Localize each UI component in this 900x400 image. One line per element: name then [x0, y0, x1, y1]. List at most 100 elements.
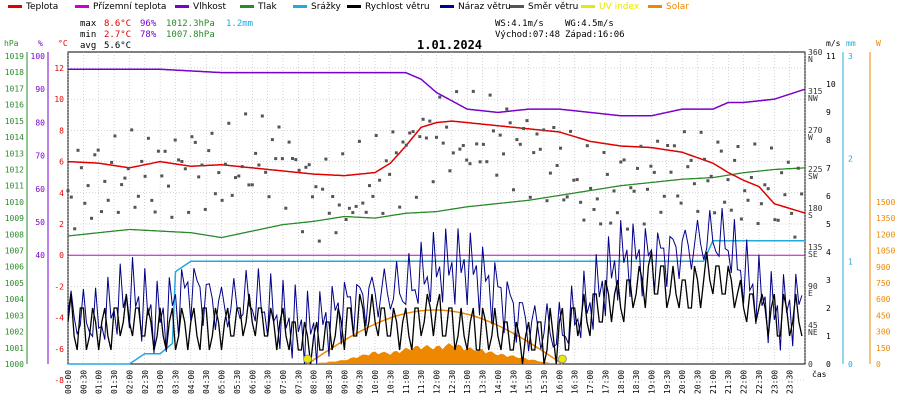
wind-dir-point — [120, 183, 124, 187]
legend-swatch — [510, 5, 524, 8]
wind-dir-point — [183, 167, 187, 171]
series-wind-gust — [67, 207, 803, 365]
wind-dir-point — [599, 222, 603, 226]
wind-dir-point — [505, 107, 509, 111]
x-tick: 19:00 — [647, 370, 656, 394]
series-pressure — [67, 167, 805, 239]
wind-dir-point — [592, 208, 596, 211]
temperature-tick: 4 — [59, 189, 64, 198]
wind-dir-point — [398, 205, 402, 209]
wind-dir-point — [770, 146, 773, 150]
temperature-tick: 12 — [54, 64, 64, 73]
wind-speed-tick: 4 — [826, 248, 831, 257]
wind-speed-axis-label: m/s — [826, 39, 841, 48]
wind-dir-point — [254, 151, 258, 155]
x-tick: 06:30 — [264, 370, 273, 394]
pressure-tick: 1006 — [5, 263, 24, 272]
legend-swatch — [75, 5, 89, 8]
wind-dir-point — [337, 203, 341, 207]
wind-dir-point — [709, 174, 713, 178]
wind-dir-point — [317, 239, 321, 243]
humidity-tick: 80 — [35, 118, 45, 127]
wind-dir-point — [66, 189, 70, 193]
wind-speed-tick: 5 — [826, 220, 831, 229]
stat-max-rain: 1.2mm — [226, 19, 254, 29]
wind-dir-point — [763, 183, 767, 187]
wind-dir-point — [595, 197, 599, 201]
pressure-tick: 1010 — [5, 198, 24, 207]
wind-dir-point — [327, 211, 331, 215]
wind-dir-point — [160, 174, 164, 178]
wind-dir-point — [652, 170, 656, 174]
legend-label: UV index — [599, 2, 640, 12]
x-tick: 01:00 — [95, 370, 104, 394]
wind-dir-point — [86, 184, 90, 188]
wind-dir-point — [354, 204, 358, 208]
wind-dir-point — [291, 157, 294, 160]
x-tick: 14:00 — [494, 370, 503, 394]
wind-dir-point — [786, 160, 790, 164]
x-tick: 03:00 — [156, 370, 165, 394]
series-wind-speed — [67, 251, 803, 365]
x-tick: 08:30 — [325, 370, 334, 394]
chart-legend: Teplota Přízemní teplota Vlhkost Tlak Srážky… — [0, 0, 900, 14]
wind-dir-point — [669, 170, 673, 174]
wind-dir-point — [321, 187, 325, 191]
wind-dir-tick: 315 — [808, 87, 823, 96]
solar-tick: 1350 — [876, 214, 895, 223]
x-tick: 00:00 — [64, 370, 73, 394]
wind-dir-point — [110, 160, 114, 164]
wind-dir-point — [83, 201, 87, 205]
wind-dir-point — [435, 135, 438, 139]
legend-item-1: Přízemní teplota — [75, 2, 166, 12]
wind-dir-point — [662, 194, 666, 198]
wind-dir-point — [746, 198, 750, 202]
wind-dir-point — [411, 130, 415, 134]
wind-dir-point — [146, 136, 150, 140]
stat-ws: WS:4.1m/s — [495, 19, 544, 29]
legend-label: Tlak — [258, 2, 277, 12]
x-tick: 02:00 — [125, 370, 134, 394]
wind-dir-tick: 360 — [808, 48, 823, 57]
solar-tick: 750 — [876, 279, 891, 288]
x-tick: 04:00 — [187, 370, 196, 394]
solar-tick: 1500 — [876, 198, 895, 207]
x-tick: 00:30 — [79, 370, 88, 394]
x-tick: 11:00 — [402, 370, 411, 394]
pressure-tick: 1017 — [5, 84, 24, 93]
wind-dir-point — [692, 182, 696, 186]
wind-dir-point — [699, 130, 703, 134]
wind-dir-point — [361, 201, 365, 205]
solar-tick: 900 — [876, 263, 891, 272]
x-tick: 17:00 — [586, 370, 595, 394]
wind-dir-point — [485, 160, 489, 164]
stat-min-label: min — [80, 30, 97, 40]
x-tick: 20:30 — [694, 370, 703, 394]
x-tick: 23:30 — [786, 370, 795, 394]
legend-swatch — [240, 5, 254, 8]
temperature-tick: -6 — [54, 345, 64, 354]
wind-dir-point — [371, 194, 375, 198]
wind-dir-point — [237, 174, 241, 178]
wind-dir-point — [311, 195, 314, 199]
wind-dir-tick: W — [808, 133, 813, 142]
wind-dir-point — [676, 194, 680, 198]
wind-dir-point — [294, 158, 298, 162]
x-tick: 04:30 — [202, 370, 211, 394]
wind-dir-point — [203, 207, 207, 211]
wind-dir-point — [123, 176, 127, 180]
wind-dir-point — [609, 221, 613, 225]
pressure-tick: 1005 — [5, 279, 24, 288]
wind-dir-point — [562, 198, 566, 202]
rain-tick: 0 — [848, 360, 853, 369]
x-tick: 13:00 — [463, 370, 472, 394]
wind-dir-point — [800, 192, 804, 196]
x-tick: 07:00 — [279, 370, 288, 394]
wind-dir-point — [612, 189, 616, 193]
legend-item-2: Vlhkost — [175, 2, 226, 12]
x-tick: 06:00 — [248, 370, 257, 394]
pressure-tick: 1001 — [5, 344, 24, 353]
pressure-tick: 1002 — [5, 328, 24, 337]
x-axis-label: čas — [812, 369, 827, 379]
